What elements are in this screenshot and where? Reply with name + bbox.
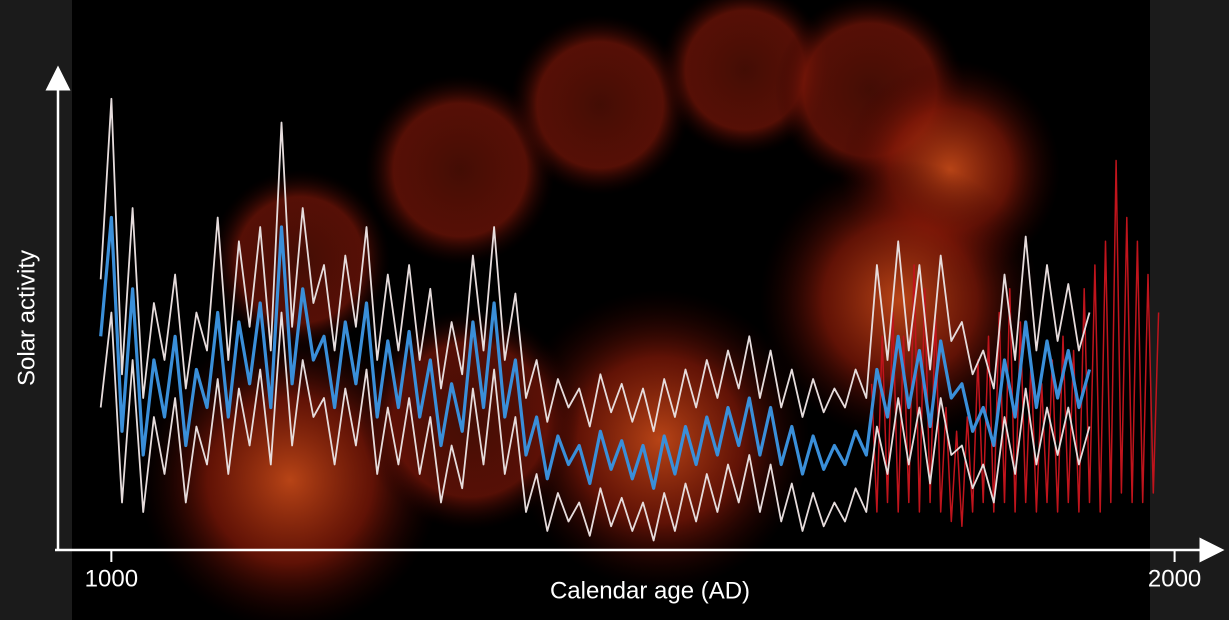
series-line <box>870 159 1160 528</box>
y-axis-label: Solar activity <box>13 250 40 386</box>
x-axis-label: Calendar age (AD) <box>550 577 750 604</box>
series-line <box>99 311 1091 542</box>
x-tick-label: 1000 <box>85 565 138 592</box>
series-line <box>99 97 1091 433</box>
series-line <box>99 215 1092 490</box>
x-tick-label: 2000 <box>1148 565 1201 592</box>
plot <box>99 97 1160 542</box>
axes: 1000 2000 <box>45 65 1225 592</box>
